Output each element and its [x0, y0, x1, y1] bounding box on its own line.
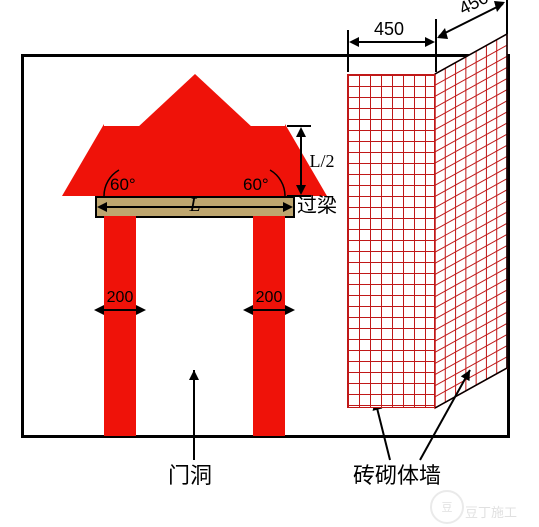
watermark-text: 豆丁施工 [465, 502, 517, 521]
arrow-down-icon [296, 185, 306, 195]
arrow-up-icon [296, 127, 306, 137]
arrow-left-icon [97, 202, 107, 212]
door-pillar-right [253, 216, 285, 436]
diagram-canvas: 450 200 200 L L/2 [0, 0, 539, 527]
dim-L-text: L [185, 195, 205, 215]
arrow-left-icon [243, 305, 253, 315]
dim-200-left-text: 200 [102, 290, 138, 306]
dim-200-right-text: 200 [251, 290, 287, 306]
arrow-left-icon [94, 305, 104, 315]
svg-text:450: 450 [456, 0, 492, 19]
angle-60-left: 60° [110, 176, 136, 193]
arrow-left-icon [349, 37, 359, 47]
arrow-right-icon [285, 305, 295, 315]
watermark-icon: 豆 [430, 490, 464, 524]
door-pillar-left [104, 216, 136, 436]
arrow-right-icon [136, 305, 146, 315]
arrow-right-icon [425, 37, 435, 47]
load-triangle-center [137, 74, 253, 128]
arrow-right-icon [283, 202, 293, 212]
label-masonry-wall: 砖砌体墙 [353, 465, 441, 487]
grid-front-wall [347, 74, 435, 408]
label-door-opening: 门洞 [168, 465, 212, 487]
label-lintel: 过梁 [297, 196, 337, 216]
dim-450-left-text: 450 [374, 20, 404, 38]
angle-60-right: 60° [243, 176, 269, 193]
dim-L2-text: L/2 [306, 152, 338, 170]
load-triangle-left [62, 124, 104, 196]
